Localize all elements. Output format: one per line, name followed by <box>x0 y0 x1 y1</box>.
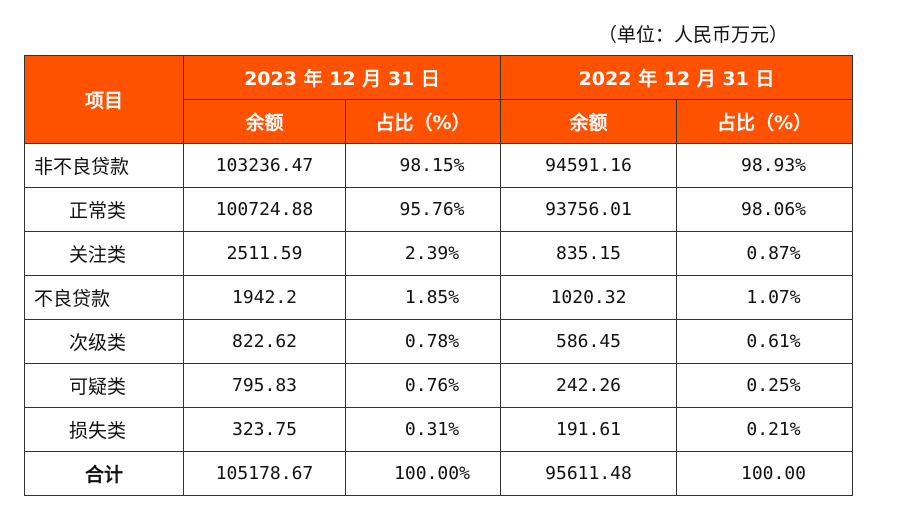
balance-2022: 586.45 <box>500 319 677 364</box>
table-row: 正常类 100724.88 95.76% 93756.01 98.06% <box>24 187 853 232</box>
ratio-2022: 0.25% <box>676 363 853 408</box>
ratio-2023: 0.31% <box>345 407 501 452</box>
ratio-2022: 98.06% <box>676 187 853 232</box>
balance-2022: 1020.32 <box>500 275 677 320</box>
table-row: 不良贷款 1942.2 1.85% 1020.32 1.07% <box>24 275 853 320</box>
row-label: 非不良贷款 <box>24 143 184 188</box>
balance-2023: 1942.2 <box>183 275 346 320</box>
ratio-2023: 98.15% <box>345 143 501 188</box>
row-label: 不良贷款 <box>24 275 184 320</box>
ratio-2023: 0.76% <box>345 363 501 408</box>
ratio-2022: 0.61% <box>676 319 853 364</box>
balance-2023: 2511.59 <box>183 231 346 276</box>
table-row: 关注类 2511.59 2.39% 835.15 0.87% <box>24 231 853 276</box>
balance-2023: 822.62 <box>183 319 346 364</box>
header-ratio-2023: 占比（%） <box>345 99 501 144</box>
ratio-2022: 98.93% <box>676 143 853 188</box>
ratio-2022: 0.21% <box>676 407 853 452</box>
balance-2022: 191.61 <box>500 407 677 452</box>
balance-2022: 94591.16 <box>500 143 677 188</box>
row-label: 可疑类 <box>24 363 184 408</box>
balance-2023: 795.83 <box>183 363 346 408</box>
balance-2022: 93756.01 <box>500 187 677 232</box>
unit-note: （单位：人民币万元） <box>598 24 789 46</box>
row-label: 关注类 <box>24 231 184 276</box>
total-row: 合计 105178.67 100.00% 95611.48 100.00 <box>24 451 853 496</box>
table-row: 可疑类 795.83 0.76% 242.26 0.25% <box>24 363 853 408</box>
table-row: 非不良贷款 103236.47 98.15% 94591.16 98.93% <box>24 143 853 188</box>
balance-2022: 242.26 <box>500 363 677 408</box>
ratio-2022: 0.87% <box>676 231 853 276</box>
header-balance-2022: 余额 <box>500 99 677 144</box>
balance-2023: 100724.88 <box>183 187 346 232</box>
table-row: 损失类 323.75 0.31% 191.61 0.21% <box>24 407 853 452</box>
total-balance-2023: 105178.67 <box>183 451 346 496</box>
header-period-2023: 2023 年 12 月 31 日 <box>183 55 501 100</box>
table-row: 次级类 822.62 0.78% 586.45 0.61% <box>24 319 853 364</box>
ratio-2022: 1.07% <box>676 275 853 320</box>
balance-2023: 103236.47 <box>183 143 346 188</box>
table-header: 项目 2023 年 12 月 31 日 2022 年 12 月 31 日 余额 … <box>24 55 853 144</box>
loan-classification-table: 项目 2023 年 12 月 31 日 2022 年 12 月 31 日 余额 … <box>24 55 853 496</box>
header-period-2022: 2022 年 12 月 31 日 <box>500 55 853 100</box>
header-balance-2023: 余额 <box>183 99 346 144</box>
total-label: 合计 <box>24 451 184 496</box>
row-label: 正常类 <box>24 187 184 232</box>
balance-2022: 835.15 <box>500 231 677 276</box>
ratio-2023: 2.39% <box>345 231 501 276</box>
row-label: 损失类 <box>24 407 184 452</box>
total-balance-2022: 95611.48 <box>500 451 677 496</box>
ratio-2023: 0.78% <box>345 319 501 364</box>
header-ratio-2022: 占比（%） <box>676 99 853 144</box>
total-ratio-2022: 100.00 <box>676 451 853 496</box>
ratio-2023: 1.85% <box>345 275 501 320</box>
total-ratio-2023: 100.00% <box>345 451 501 496</box>
balance-2023: 323.75 <box>183 407 346 452</box>
header-item: 项目 <box>24 55 184 144</box>
row-label: 次级类 <box>24 319 184 364</box>
ratio-2023: 95.76% <box>345 187 501 232</box>
